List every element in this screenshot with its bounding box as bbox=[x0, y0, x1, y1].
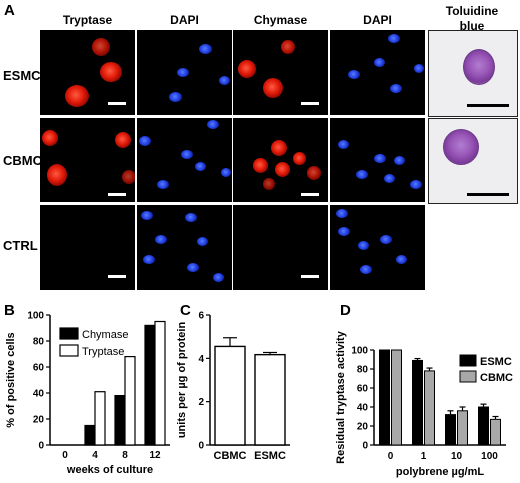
chart-b-x-tick-label: 4 bbox=[92, 450, 98, 461]
chart-b-bar-chymase bbox=[114, 394, 126, 446]
micrograph-esmc-tryptase bbox=[40, 30, 135, 115]
chart-d-y-tick-label: 40 bbox=[357, 403, 369, 414]
chart-c-bar-cbmc bbox=[214, 345, 246, 446]
micrograph-cbmc-tryptase bbox=[40, 118, 135, 202]
chart-b-legend-label-chymase: Chymase bbox=[82, 329, 128, 341]
chart-d-y-tick-label: 100 bbox=[351, 346, 368, 357]
micrograph-cbmc-chymase bbox=[233, 118, 328, 202]
panel-c-letter: C bbox=[180, 302, 191, 319]
micrograph-cbmc-toluidine bbox=[428, 118, 518, 204]
chart-d-y-axis-label: Residual tryptase activity bbox=[335, 330, 347, 464]
column-header-dapi-1: DAPI bbox=[170, 13, 199, 27]
chart-c-x-tick-label: ESMC bbox=[254, 450, 286, 462]
chart-d-x-axis-label: polybrene µg/mL bbox=[396, 466, 485, 478]
chart-d-bar-esmc bbox=[379, 349, 390, 446]
micrograph-cbmc-dapi-2 bbox=[330, 118, 425, 202]
chart-c-bar-esmc bbox=[254, 353, 286, 446]
chart-c-y-tick-label: 6 bbox=[198, 311, 204, 322]
column-header-toluidine-blue: Toluidine blue bbox=[445, 4, 499, 33]
chart-b-bar-chymase bbox=[144, 324, 156, 446]
chart-c-y-axis-label: units per µg of protein bbox=[176, 322, 188, 439]
chart-b-legend-swatch-chymase bbox=[59, 327, 79, 340]
chart-d-legend-swatch-cbmc bbox=[459, 370, 477, 383]
column-header-chymase: Chymase bbox=[253, 13, 308, 27]
chart-d-y-tick-label: 60 bbox=[357, 384, 369, 395]
chart-b-legend-swatch-tryptase bbox=[59, 344, 79, 357]
chart-b-bar-tryptase bbox=[124, 355, 136, 446]
chart-b-y-axis-label: % of positive cells bbox=[5, 332, 17, 427]
micrograph-esmc-chymase bbox=[233, 30, 328, 115]
micrograph-ctrl-chymase bbox=[233, 205, 328, 290]
chart-b-y-tick-label: 60 bbox=[33, 363, 45, 374]
chart-d-y-tick-label: 80 bbox=[357, 365, 369, 376]
chart-b-y-tick-label: 20 bbox=[33, 415, 45, 426]
chart-b-legend-label-tryptase: Tryptase bbox=[82, 346, 124, 358]
column-header-tryptase: Tryptase bbox=[62, 13, 113, 27]
micrograph-esmc-dapi-1 bbox=[137, 30, 232, 115]
chart-d-bar-cbmc bbox=[424, 370, 435, 446]
chart-d-x-tick-label: 100 bbox=[481, 451, 498, 462]
chart-d-bar-cbmc bbox=[391, 349, 402, 446]
micrograph-esmc-dapi-2 bbox=[330, 30, 425, 115]
micrograph-ctrl-dapi-2 bbox=[330, 205, 425, 290]
chart-d-x-tick-label: 0 bbox=[388, 451, 394, 462]
chart-c-y-tick-label: 2 bbox=[198, 397, 204, 408]
column-header-dapi-2: DAPI bbox=[363, 13, 392, 27]
chart-b-y-tick-label: 0 bbox=[38, 441, 44, 452]
row-label-cbmc: CBMC bbox=[3, 153, 42, 168]
micrograph-ctrl-dapi-1 bbox=[137, 205, 232, 290]
chart-d-bar-esmc bbox=[412, 359, 423, 446]
chart-b-y-tick-label: 40 bbox=[33, 389, 45, 400]
chart-d-bar-cbmc bbox=[490, 418, 501, 446]
chart-b-x-tick-label: 8 bbox=[122, 450, 128, 461]
panel-b-letter: B bbox=[4, 302, 15, 319]
chart-d-legend-swatch-esmc bbox=[459, 354, 477, 367]
chart-c-y-tick-label: 0 bbox=[198, 441, 204, 452]
chart-b-x-tick-label: 12 bbox=[149, 450, 161, 461]
row-label-ctrl: CTRL bbox=[3, 238, 38, 253]
chart-d-bar-esmc bbox=[445, 414, 456, 446]
chart-d-y-tick-label: 20 bbox=[357, 422, 369, 433]
chart-b-y-tick-label: 80 bbox=[33, 337, 45, 348]
chart-d-legend-label-cbmc: CBMC bbox=[480, 372, 513, 384]
chart-b-bar-tryptase bbox=[154, 320, 166, 446]
chart-c-x-tick-label: CBMC bbox=[214, 450, 247, 462]
row-label-esmc: ESMC bbox=[3, 68, 41, 83]
chart-d-legend-label-esmc: ESMC bbox=[480, 356, 512, 368]
chart-c: 0 2 4 6 CBMC ESMC units per µg of protein bbox=[176, 311, 290, 462]
micrograph-esmc-toluidine bbox=[428, 30, 518, 117]
chart-b-x-tick-label: 0 bbox=[62, 450, 68, 461]
chart-b-x-axis-label: weeks of culture bbox=[66, 464, 153, 476]
chart-b-y-tick-label: 100 bbox=[27, 311, 44, 322]
chart-c-y-tick-label: 4 bbox=[198, 354, 204, 365]
chart-d-bar-cbmc bbox=[457, 410, 468, 446]
chart-d-y-tick-label: 0 bbox=[362, 441, 368, 452]
chart-b-bar-tryptase bbox=[94, 391, 106, 446]
chart-d-x-tick-label: 10 bbox=[451, 451, 463, 462]
chart-d-bar-esmc bbox=[478, 406, 489, 446]
panel-d-letter: D bbox=[340, 302, 351, 319]
chart-b: 0 20 40 60 80 100 0 4 8 12 weeks of culture % of po… bbox=[5, 311, 170, 476]
panel-a-letter: A bbox=[4, 2, 15, 19]
chart-b-bar-chymase bbox=[84, 424, 96, 446]
micrograph-cbmc-dapi-1 bbox=[137, 118, 232, 202]
chart-d: 0 20 40 60 80 100 0 1 10 100 polybrene µg/mL Residu… bbox=[335, 330, 513, 478]
chart-d-x-tick-label: 1 bbox=[421, 451, 427, 462]
micrograph-ctrl-tryptase bbox=[40, 205, 135, 290]
